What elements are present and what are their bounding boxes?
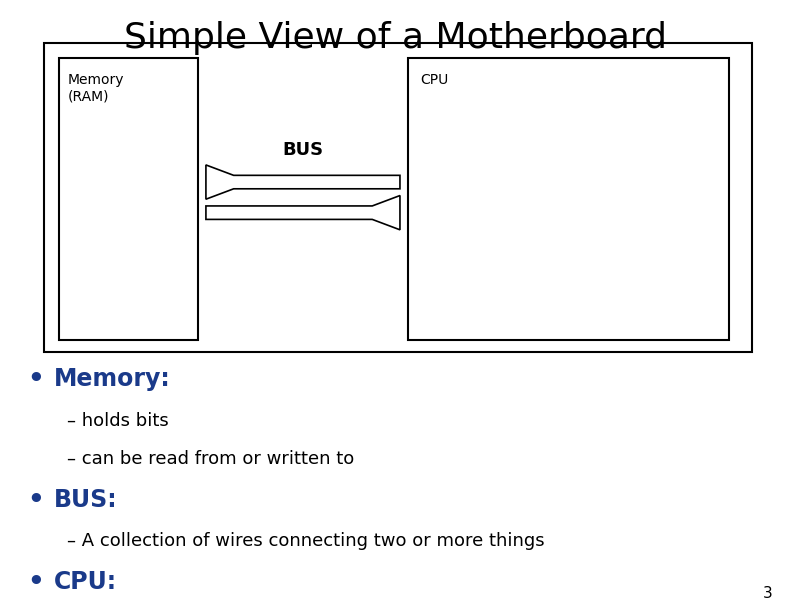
Text: – can be read from or written to: – can be read from or written to <box>67 450 355 468</box>
Text: Memory:: Memory: <box>54 367 170 391</box>
Text: Simple View of a Motherboard: Simple View of a Motherboard <box>124 21 668 56</box>
Text: •: • <box>28 570 44 596</box>
Polygon shape <box>206 196 400 230</box>
Bar <box>408 58 729 340</box>
Text: BUS:: BUS: <box>54 488 117 512</box>
Bar <box>44 43 752 352</box>
Text: CPU: CPU <box>420 73 448 88</box>
Text: •: • <box>28 488 44 513</box>
Polygon shape <box>206 165 400 200</box>
Text: •: • <box>28 367 44 393</box>
Text: – holds bits: – holds bits <box>67 412 169 430</box>
Text: Memory
(RAM): Memory (RAM) <box>67 73 124 103</box>
Text: 3: 3 <box>763 586 772 601</box>
Text: – A collection of wires connecting two or more things: – A collection of wires connecting two o… <box>67 532 545 550</box>
Bar <box>59 58 198 340</box>
Text: BUS: BUS <box>283 141 323 159</box>
Text: CPU:: CPU: <box>54 570 117 594</box>
